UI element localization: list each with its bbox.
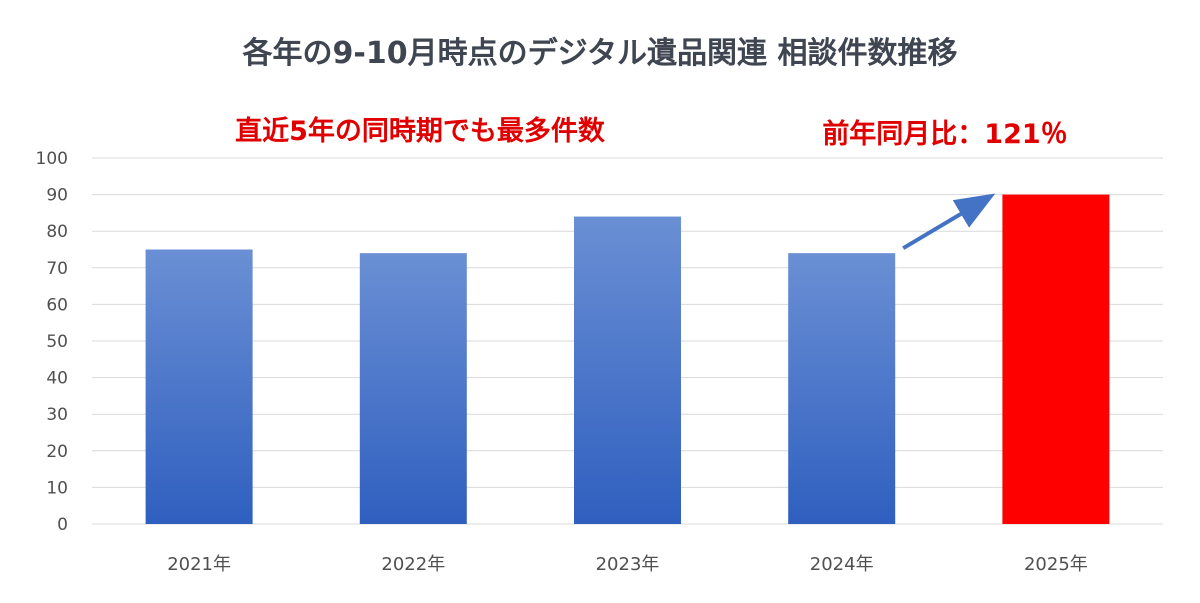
y-tick-label-30: 30 — [46, 405, 68, 425]
y-tick-label-50: 50 — [46, 332, 68, 352]
bar-2 — [359, 253, 467, 524]
annotation-max-count: 直近5年の同時期でも最多件数 — [235, 115, 606, 147]
bar-4 — [788, 253, 896, 524]
bar-5 — [1002, 194, 1110, 524]
x-axis-category-labels: 2021年 2022年 2023年 2024年 2025年 — [167, 554, 1088, 575]
y-tick-label-60: 60 — [46, 295, 68, 315]
y-tick-label-90: 90 — [46, 186, 68, 206]
y-tick-label-80: 80 — [46, 222, 68, 242]
chart-title: 各年の9-10月時点のデジタル遺品関連 相談件数推移 — [242, 36, 958, 71]
bars — [145, 194, 1110, 524]
x-category-label-2: 2022年 — [381, 554, 445, 575]
y-tick-label-0: 0 — [57, 515, 68, 535]
x-category-label-3: 2023年 — [596, 554, 660, 575]
annotation-yoy-ratio: 前年同月比：121％ — [822, 118, 1067, 150]
y-tick-label-10: 10 — [46, 478, 68, 498]
bar-1 — [145, 249, 253, 524]
x-category-label-4: 2024年 — [810, 554, 874, 575]
y-tick-label-40: 40 — [46, 369, 68, 389]
x-category-label-5: 2025年 — [1024, 554, 1088, 575]
x-category-label-1: 2021年 — [167, 554, 231, 575]
trend-arrow-line — [902, 193, 996, 250]
trend-arrow — [902, 193, 996, 250]
y-tick-label-100: 100 — [36, 149, 68, 169]
y-tick-label-20: 20 — [46, 442, 68, 462]
y-tick-label-70: 70 — [46, 259, 68, 279]
bar-3 — [574, 216, 681, 524]
y-axis-tick-labels: 0 10 20 30 40 50 60 70 80 90 100 — [36, 149, 68, 535]
